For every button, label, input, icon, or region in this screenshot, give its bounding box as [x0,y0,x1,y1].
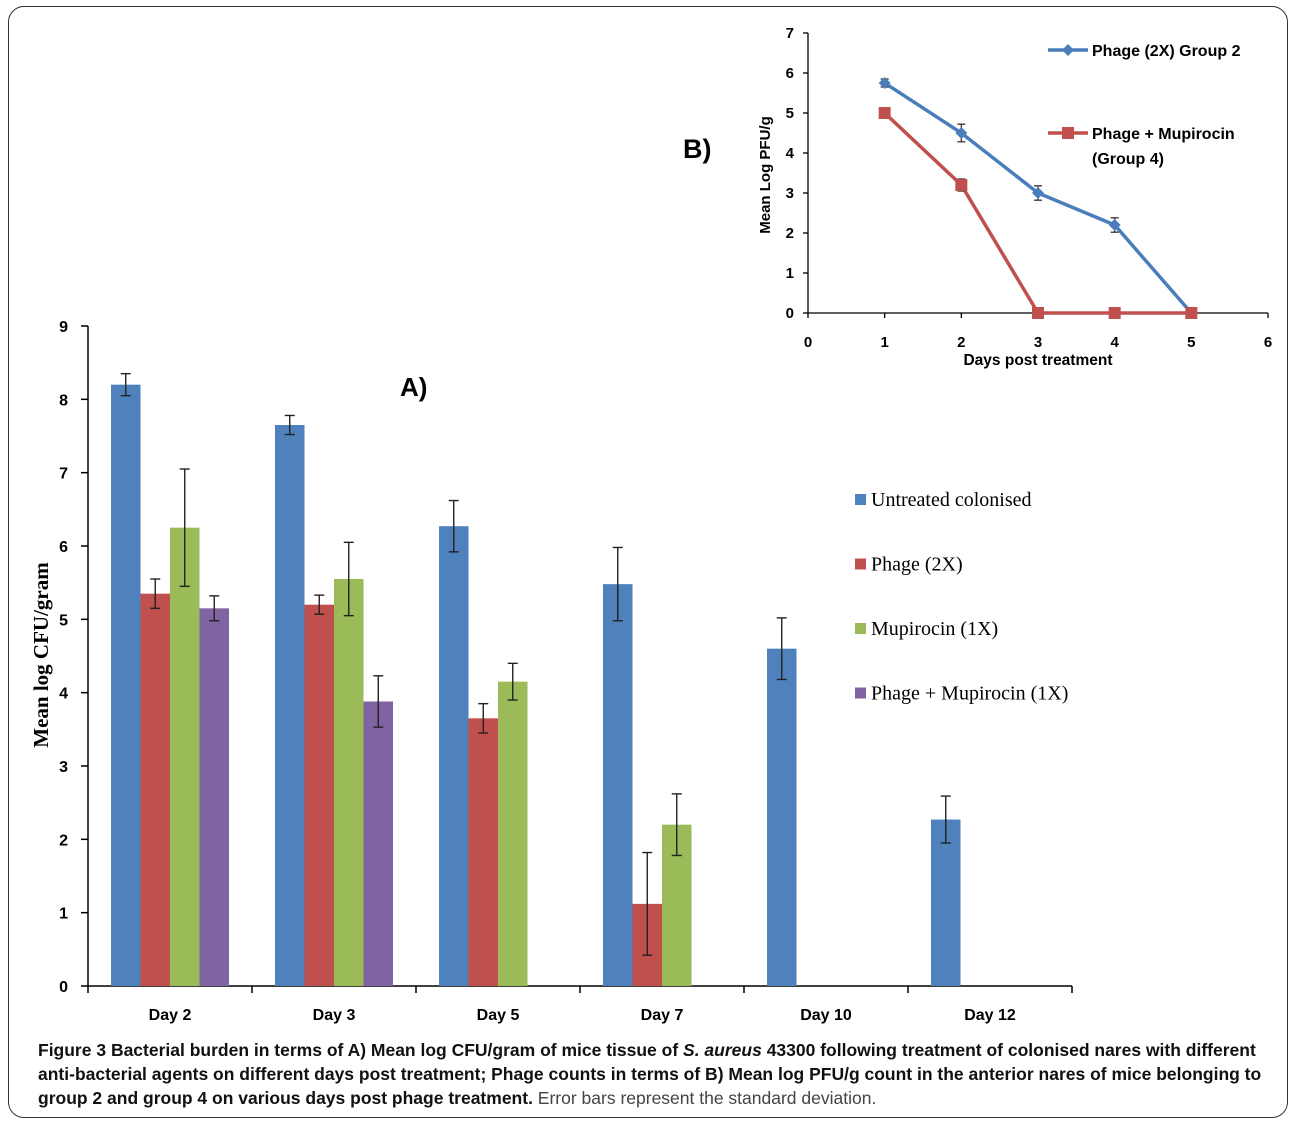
caption-figure-label: Figure 3 [38,1040,107,1060]
chart-a-legend-swatch [855,558,866,570]
chart-a-y-tick-label: 6 [59,539,68,556]
chart-a-y-tick-label: 4 [59,686,68,703]
chart-b-x-tick-label: 0 [804,334,812,351]
chart-a-y-tick-label: 5 [59,612,68,629]
chart-b-legend-label: Phage + Mupirocin [1092,126,1235,143]
chart-a-legend-swatch [855,494,866,505]
chart-b-line-chart: B) Mean Log PFU/g Days post treatment 0 1… [683,25,1272,369]
chart-a-legend-label: Phage (2X) [871,554,963,576]
chart-b-x-axis-label: Days post treatment [963,352,1112,369]
chart-b-y-tick-label: 1 [786,265,794,282]
chart-b-point-marker [1108,307,1121,319]
chart-b-point-marker [1032,187,1044,199]
figure-svg: A) Mean log CFU/gram 0 1 2 3 4 5 6 7 8 9 Day 2 Day … [29,25,1272,1024]
chart-a-bar [199,608,229,986]
chart-a-bar [275,425,305,986]
chart-b-y-tick-label: 4 [786,145,795,162]
chart-a-legend-label: Untreated colonised [871,489,1032,511]
chart-a-bar [439,526,469,986]
chart-a-bar [334,579,364,986]
chart-a-bar [767,648,797,986]
chart-b-point-marker [1032,307,1044,319]
chart-a-bar [931,819,961,986]
figure-caption: Figure 3 Bacterial burden in terms of A)… [38,1038,1283,1110]
caption-plain-text: Error bars represent the standard deviat… [532,1088,877,1108]
caption-species-name: S. aureus [683,1040,762,1060]
chart-b-y-tick-label: 2 [786,225,794,242]
chart-a-x-tick-label: Day 10 [800,1007,852,1024]
chart-b-panel-label: B) [683,134,712,164]
chart-a-x-tick-label: Day 12 [964,1007,1016,1024]
chart-b-point-marker [955,127,968,139]
chart-b-point-marker [955,179,968,191]
chart-a-bar [140,593,170,986]
chart-b-y-tick-label: 0 [786,305,794,322]
chart-b-x-tick-label: 5 [1187,334,1195,351]
chart-a-x-tick-label: Day 3 [313,1007,356,1024]
chart-b-point-marker [1062,127,1074,139]
chart-a-y-tick-label: 8 [59,392,68,409]
chart-a-bar [498,681,528,986]
chart-a-y-tick-label: 0 [59,979,68,996]
chart-b-x-tick-label: 4 [1110,334,1119,351]
chart-b-point-marker [878,107,891,119]
chart-b-x-tick-label: 3 [1034,334,1042,351]
chart-b-point-marker [1108,219,1121,231]
chart-b-point-marker [1185,307,1198,319]
chart-a-y-axis-label: Mean log CFU/gram [29,562,53,748]
chart-a-bar [603,584,633,986]
chart-a-legend-label: Mupirocin (1X) [871,618,998,640]
chart-a-legend-label: Phage + Mupirocin (1X) [871,683,1068,705]
chart-a-y-tick-label: 2 [59,832,68,849]
chart-a-y-tick-label: 7 [59,466,68,483]
chart-b-point-marker [878,77,891,89]
chart-b-x-tick-label: 2 [957,334,965,351]
chart-b-legend-label: Phage (2X) Group 2 [1092,43,1241,60]
chart-a-y-tick-label: 1 [59,906,68,923]
chart-a-legend-swatch [855,623,866,634]
chart-b-x-tick-label: 6 [1264,334,1272,351]
chart-b-y-tick-label: 5 [786,105,794,122]
chart-b-y-tick-label: 3 [786,185,794,202]
caption-bold-text-2: 43300 following treatment of colonised n… [38,1040,1262,1108]
chart-a-bar [304,604,334,986]
chart-a-x-tick-label: Day 5 [477,1007,520,1024]
chart-a-x-tick-label: Day 7 [641,1007,684,1024]
chart-a-legend-swatch [855,687,866,699]
chart-b-y-tick-label: 7 [786,25,794,42]
chart-a-x-tick-label: Day 2 [149,1007,192,1024]
chart-a-bar-chart: A) Mean log CFU/gram 0 1 2 3 4 5 6 7 8 9 Day 2 Day … [29,319,1073,1024]
chart-a-y-tick-label: 9 [59,319,68,336]
chart-b-point-marker [1062,44,1074,56]
chart-b-legend-label: (Group 4) [1092,151,1164,168]
caption-bold-text-1: Bacterial burden in terms of A) Mean log… [106,1040,684,1060]
chart-b-series-line [883,111,1192,315]
chart-a-bar [468,718,498,986]
chart-a-panel-label: A) [400,372,427,402]
chart-a-bar [170,527,200,986]
chart-a-bar [363,701,393,986]
chart-b-y-tick-label: 6 [786,65,794,82]
chart-a-y-tick-label: 3 [59,759,68,776]
chart-a-bar [111,384,141,987]
chart-b-x-tick-label: 1 [880,334,888,351]
chart-b-y-axis-label: Mean Log PFU/g [757,116,774,234]
